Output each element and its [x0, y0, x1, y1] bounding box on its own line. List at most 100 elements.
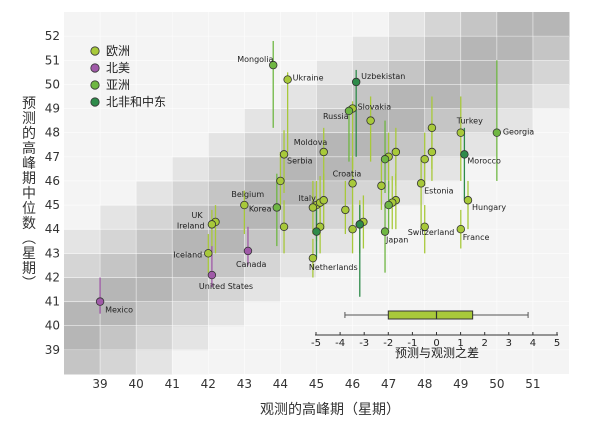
point-label: Croatia — [333, 169, 362, 178]
heatmap-cell — [352, 12, 390, 37]
heatmap-cell — [172, 205, 209, 230]
point-label: Mongolia — [237, 55, 273, 64]
y-tick-labels: 39 40 41 42 43 44 45 46 47 48 49 50 51 52 — [45, 29, 60, 357]
x-tick-labels: 39 40 41 42 43 44 45 46 47 48 49 50 51 — [92, 377, 540, 391]
inset-tick-label: 4 — [530, 338, 536, 349]
heatmap-cell — [280, 156, 317, 182]
inset-tick-label: -5 — [311, 338, 321, 349]
heatmap-cell — [496, 84, 534, 110]
heatmap-cell — [64, 301, 101, 327]
heatmap-cell — [388, 84, 426, 110]
point-label: France — [463, 233, 490, 242]
heatmap-cell — [424, 12, 462, 37]
heatmap-cell — [460, 108, 498, 134]
data-point — [279, 222, 289, 231]
heatmap-cell — [208, 301, 245, 327]
legend-label: 欧洲 — [106, 44, 130, 58]
heatmap-cell — [316, 229, 354, 254]
x-tick-label: 51 — [525, 377, 540, 391]
inset-tick-label: -4 — [335, 338, 345, 349]
heatmap-cell — [460, 156, 498, 182]
inset-tick-label: -1 — [407, 338, 417, 349]
heatmap-cell — [280, 108, 317, 134]
heatmap-cell — [496, 132, 534, 158]
y-tick-label: 47 — [45, 150, 60, 164]
heatmap-cell — [172, 180, 209, 206]
data-point — [460, 150, 469, 159]
data-point — [427, 123, 437, 133]
y-tick-label: 42 — [45, 270, 60, 284]
heatmap-cell — [136, 180, 173, 206]
heatmap-cell — [208, 108, 245, 134]
legend-label: 北非和中东 — [106, 94, 166, 109]
heatmap-cell — [496, 60, 534, 85]
data-point — [355, 220, 364, 229]
data-point — [456, 128, 465, 137]
point-label: Belgium — [231, 190, 264, 199]
heatmap-cell — [460, 36, 498, 61]
point-label: Georgia — [503, 128, 534, 137]
heatmap-cell — [172, 301, 209, 327]
heatmap-cell — [388, 156, 426, 182]
x-tick-label: 46 — [345, 377, 360, 391]
x-axis-title: 观测的高峰期（星期） — [260, 401, 400, 418]
data-point — [351, 77, 361, 87]
inset-tick-label: -2 — [383, 338, 393, 349]
data-point — [272, 203, 282, 212]
y-tick-label: 45 — [45, 198, 60, 212]
heatmap-cell — [316, 156, 354, 182]
heatmap-cell — [424, 180, 462, 206]
point-label: Serbia — [287, 156, 313, 165]
heatmap-cell — [136, 325, 173, 351]
legend-marker — [90, 63, 100, 73]
inset-ticks: -5 -4 -3 -2 -1 0 1 2 3 4 5 — [311, 332, 560, 349]
heatmap-cell — [100, 301, 137, 327]
legend-marker — [90, 97, 100, 107]
data-point — [427, 147, 437, 157]
point-label: Japan — [385, 236, 408, 245]
point-label: Hungary — [472, 203, 506, 212]
y-tick-label: 43 — [45, 246, 60, 260]
data-point — [276, 176, 285, 186]
x-tick-label: 45 — [309, 377, 324, 391]
data-point — [312, 227, 321, 236]
y-tick-label: 41 — [45, 295, 60, 309]
data-point — [492, 128, 502, 137]
heatmap-cell — [460, 60, 498, 85]
heatmap-cell — [388, 108, 426, 134]
heatmap-cell — [532, 108, 570, 134]
data-point — [319, 147, 328, 157]
heatmap-cell — [496, 108, 534, 134]
heatmap-cell — [460, 84, 498, 110]
legend-marker — [90, 80, 100, 90]
heatmap-cell — [424, 36, 462, 61]
heatmap-cell — [496, 36, 534, 61]
heatmap-cell — [64, 277, 101, 303]
heatmap-cell — [460, 12, 498, 37]
heatmap-cell — [136, 205, 173, 230]
inset-tick-label: 5 — [554, 338, 560, 349]
heatmap-cell — [172, 325, 209, 351]
heatmap-cell — [316, 84, 354, 110]
heatmap-cell — [64, 205, 101, 230]
heatmap-cell — [136, 277, 173, 303]
inset-tick-label: 1 — [457, 338, 463, 349]
data-point — [341, 205, 350, 215]
data-point — [204, 249, 213, 258]
point-label: Switzerland — [408, 228, 455, 237]
data-point — [344, 106, 354, 116]
data-point — [279, 150, 289, 159]
x-tick-label: 40 — [129, 377, 144, 391]
point-label: Ireland — [177, 221, 205, 230]
y-tick-label: 44 — [45, 222, 60, 236]
heatmap-cell — [424, 156, 462, 182]
heatmap-cell — [244, 84, 281, 110]
point-label: Ukraine — [293, 74, 324, 83]
data-points — [95, 60, 502, 306]
point-label: Italy — [299, 194, 317, 203]
data-point — [308, 253, 318, 263]
heatmap-cell — [64, 253, 101, 278]
data-point — [420, 155, 429, 164]
